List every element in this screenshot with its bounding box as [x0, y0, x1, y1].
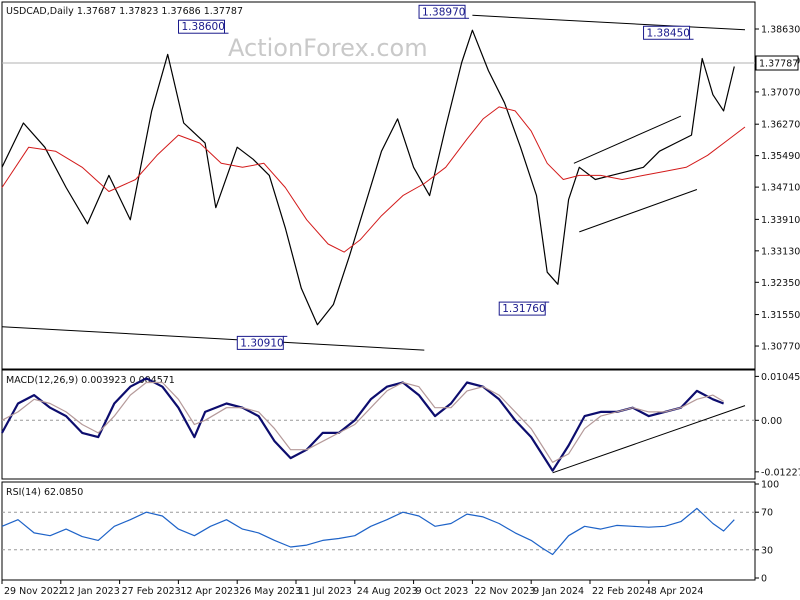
price-panel: 1.386301.378501.370701.362701.354901.347… [1, 4, 800, 353]
series-line [1, 381, 724, 463]
x-tick-label: 29 Nov 2022 [4, 586, 65, 597]
y-tick-label: 100 [761, 480, 779, 491]
price-annotation-label: 1.30910 [240, 337, 283, 349]
trendline [573, 115, 682, 164]
y-tick-label: 0.010457 [761, 372, 800, 383]
series-line [1, 106, 746, 253]
x-tick-label: 27 Feb 2023 [122, 586, 181, 597]
y-tick-label: 70 [761, 508, 773, 519]
price-annotation-box [236, 335, 284, 350]
rsi-panel: 100 70 30 0 [1, 480, 779, 585]
price-annotation-box [418, 4, 466, 19]
macd-panel-title: MACD(12,26,9) 0.003923 0.004571 [6, 375, 175, 386]
price-annotation-label: 1.38450 [647, 27, 690, 39]
x-tick-label: 12 Apr 2023 [180, 586, 239, 597]
y-tick-label: 1.30770 [761, 342, 800, 353]
series-line [1, 507, 735, 556]
rsi-panel-title: RSI(14) 62.0850 [6, 487, 83, 498]
price-annotation-box [643, 25, 691, 40]
y-tick-label: 0 [761, 574, 767, 585]
trendline [579, 189, 698, 233]
current-price-label: 1.37787 [759, 59, 798, 70]
y-tick-label: 1.33130 [761, 246, 800, 257]
y-tick-label: 1.38630 [761, 25, 800, 36]
y-tick-label: 1.37070 [761, 87, 800, 98]
rsi-panel-frame [1, 481, 756, 581]
x-tick-label: 8 Apr 2024 [651, 586, 704, 597]
price-panel-title: USDCAD,Daily 1.37687 1.37823 1.37686 1.3… [6, 6, 243, 17]
trendline [552, 405, 746, 474]
x-tick-label: 9 Jan 2024 [533, 586, 584, 597]
price-annotation-label: 1.31760 [502, 303, 545, 315]
current-price-box [755, 55, 799, 71]
watermark-text: ActionForex.com [228, 34, 428, 62]
trendline [472, 14, 746, 31]
price-annotation-box [178, 19, 226, 34]
y-tick-label: 1.36270 [761, 120, 800, 131]
y-tick-label: 1.33910 [761, 215, 800, 226]
y-tick-label: 1.34710 [761, 183, 800, 194]
x-tick-label: 26 May 2023 [239, 586, 301, 597]
y-tick-label: 1.35490 [761, 151, 800, 162]
price-annotation-box [498, 301, 546, 316]
price-panel-frame [1, 1, 756, 370]
x-tick-label: 11 Jul 2023 [298, 586, 352, 597]
x-tick-label: 9 Oct 2023 [416, 586, 469, 597]
macd-panel: 0.010457 0.00 -0.012276 [1, 372, 800, 478]
y-tick-label: 1.31550 [761, 310, 800, 321]
x-tick-label: 12 Jan 2023 [63, 586, 120, 597]
y-tick-label: 1.32350 [761, 278, 800, 289]
y-tick-label: -0.012276 [761, 467, 800, 478]
x-tick-label: 22 Nov 2023 [474, 586, 535, 597]
trendline [1, 326, 425, 351]
y-tick-label: 30 [761, 545, 773, 556]
x-tick-label: 24 Aug 2023 [357, 586, 418, 597]
price-annotation-label: 1.38970 [422, 6, 465, 18]
y-tick-label: 0.00 [761, 416, 782, 427]
x-tick-label: 22 Feb 2024 [592, 586, 651, 597]
price-series-line [1, 29, 735, 326]
macd-panel-frame [1, 369, 756, 480]
series-line [1, 377, 725, 472]
price-annotation-label: 1.38600 [182, 21, 225, 33]
